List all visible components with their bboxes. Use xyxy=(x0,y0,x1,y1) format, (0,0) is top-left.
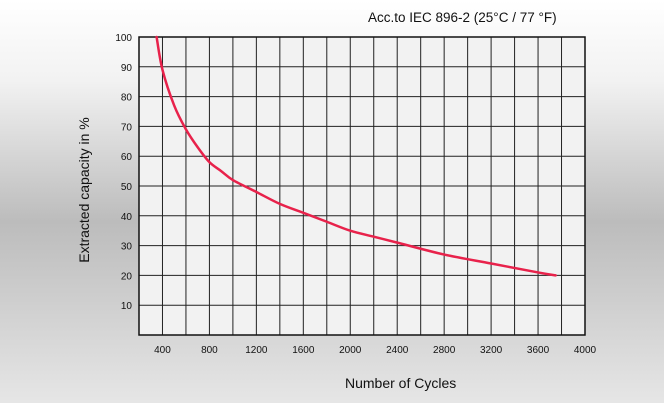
x-tick-label: 400 xyxy=(154,345,171,356)
x-axis-label: Number of Cycles xyxy=(345,375,457,391)
chart-subtitle: Acc.to IEC 896-2 (25°C / 77 °F) xyxy=(368,10,557,25)
y-tick-label: 40 xyxy=(121,212,133,223)
x-tick-label: 4000 xyxy=(574,345,597,356)
y-tick-label: 10 xyxy=(121,301,133,312)
y-tick-label: 20 xyxy=(121,271,133,282)
x-tick-label: 3600 xyxy=(527,345,550,356)
y-tick-label: 90 xyxy=(121,63,133,74)
y-tick-label: 30 xyxy=(121,242,133,253)
x-tick-label: 1200 xyxy=(245,345,268,356)
y-tick-label: 50 xyxy=(121,182,133,193)
x-tick-label: 2800 xyxy=(433,345,456,356)
y-tick-label: 80 xyxy=(121,93,133,104)
y-tick-label: 70 xyxy=(121,122,133,133)
x-tick-label: 3200 xyxy=(480,345,503,356)
x-tick-label: 2000 xyxy=(339,345,362,356)
x-tick-label: 800 xyxy=(201,345,218,356)
capacity-curve xyxy=(155,35,557,277)
x-tick-label: 1600 xyxy=(292,345,315,356)
x-tick-label: 2400 xyxy=(386,345,409,356)
y-tick-label: 60 xyxy=(121,152,133,163)
y-tick-label: 100 xyxy=(115,33,132,44)
plot-border xyxy=(138,36,586,336)
